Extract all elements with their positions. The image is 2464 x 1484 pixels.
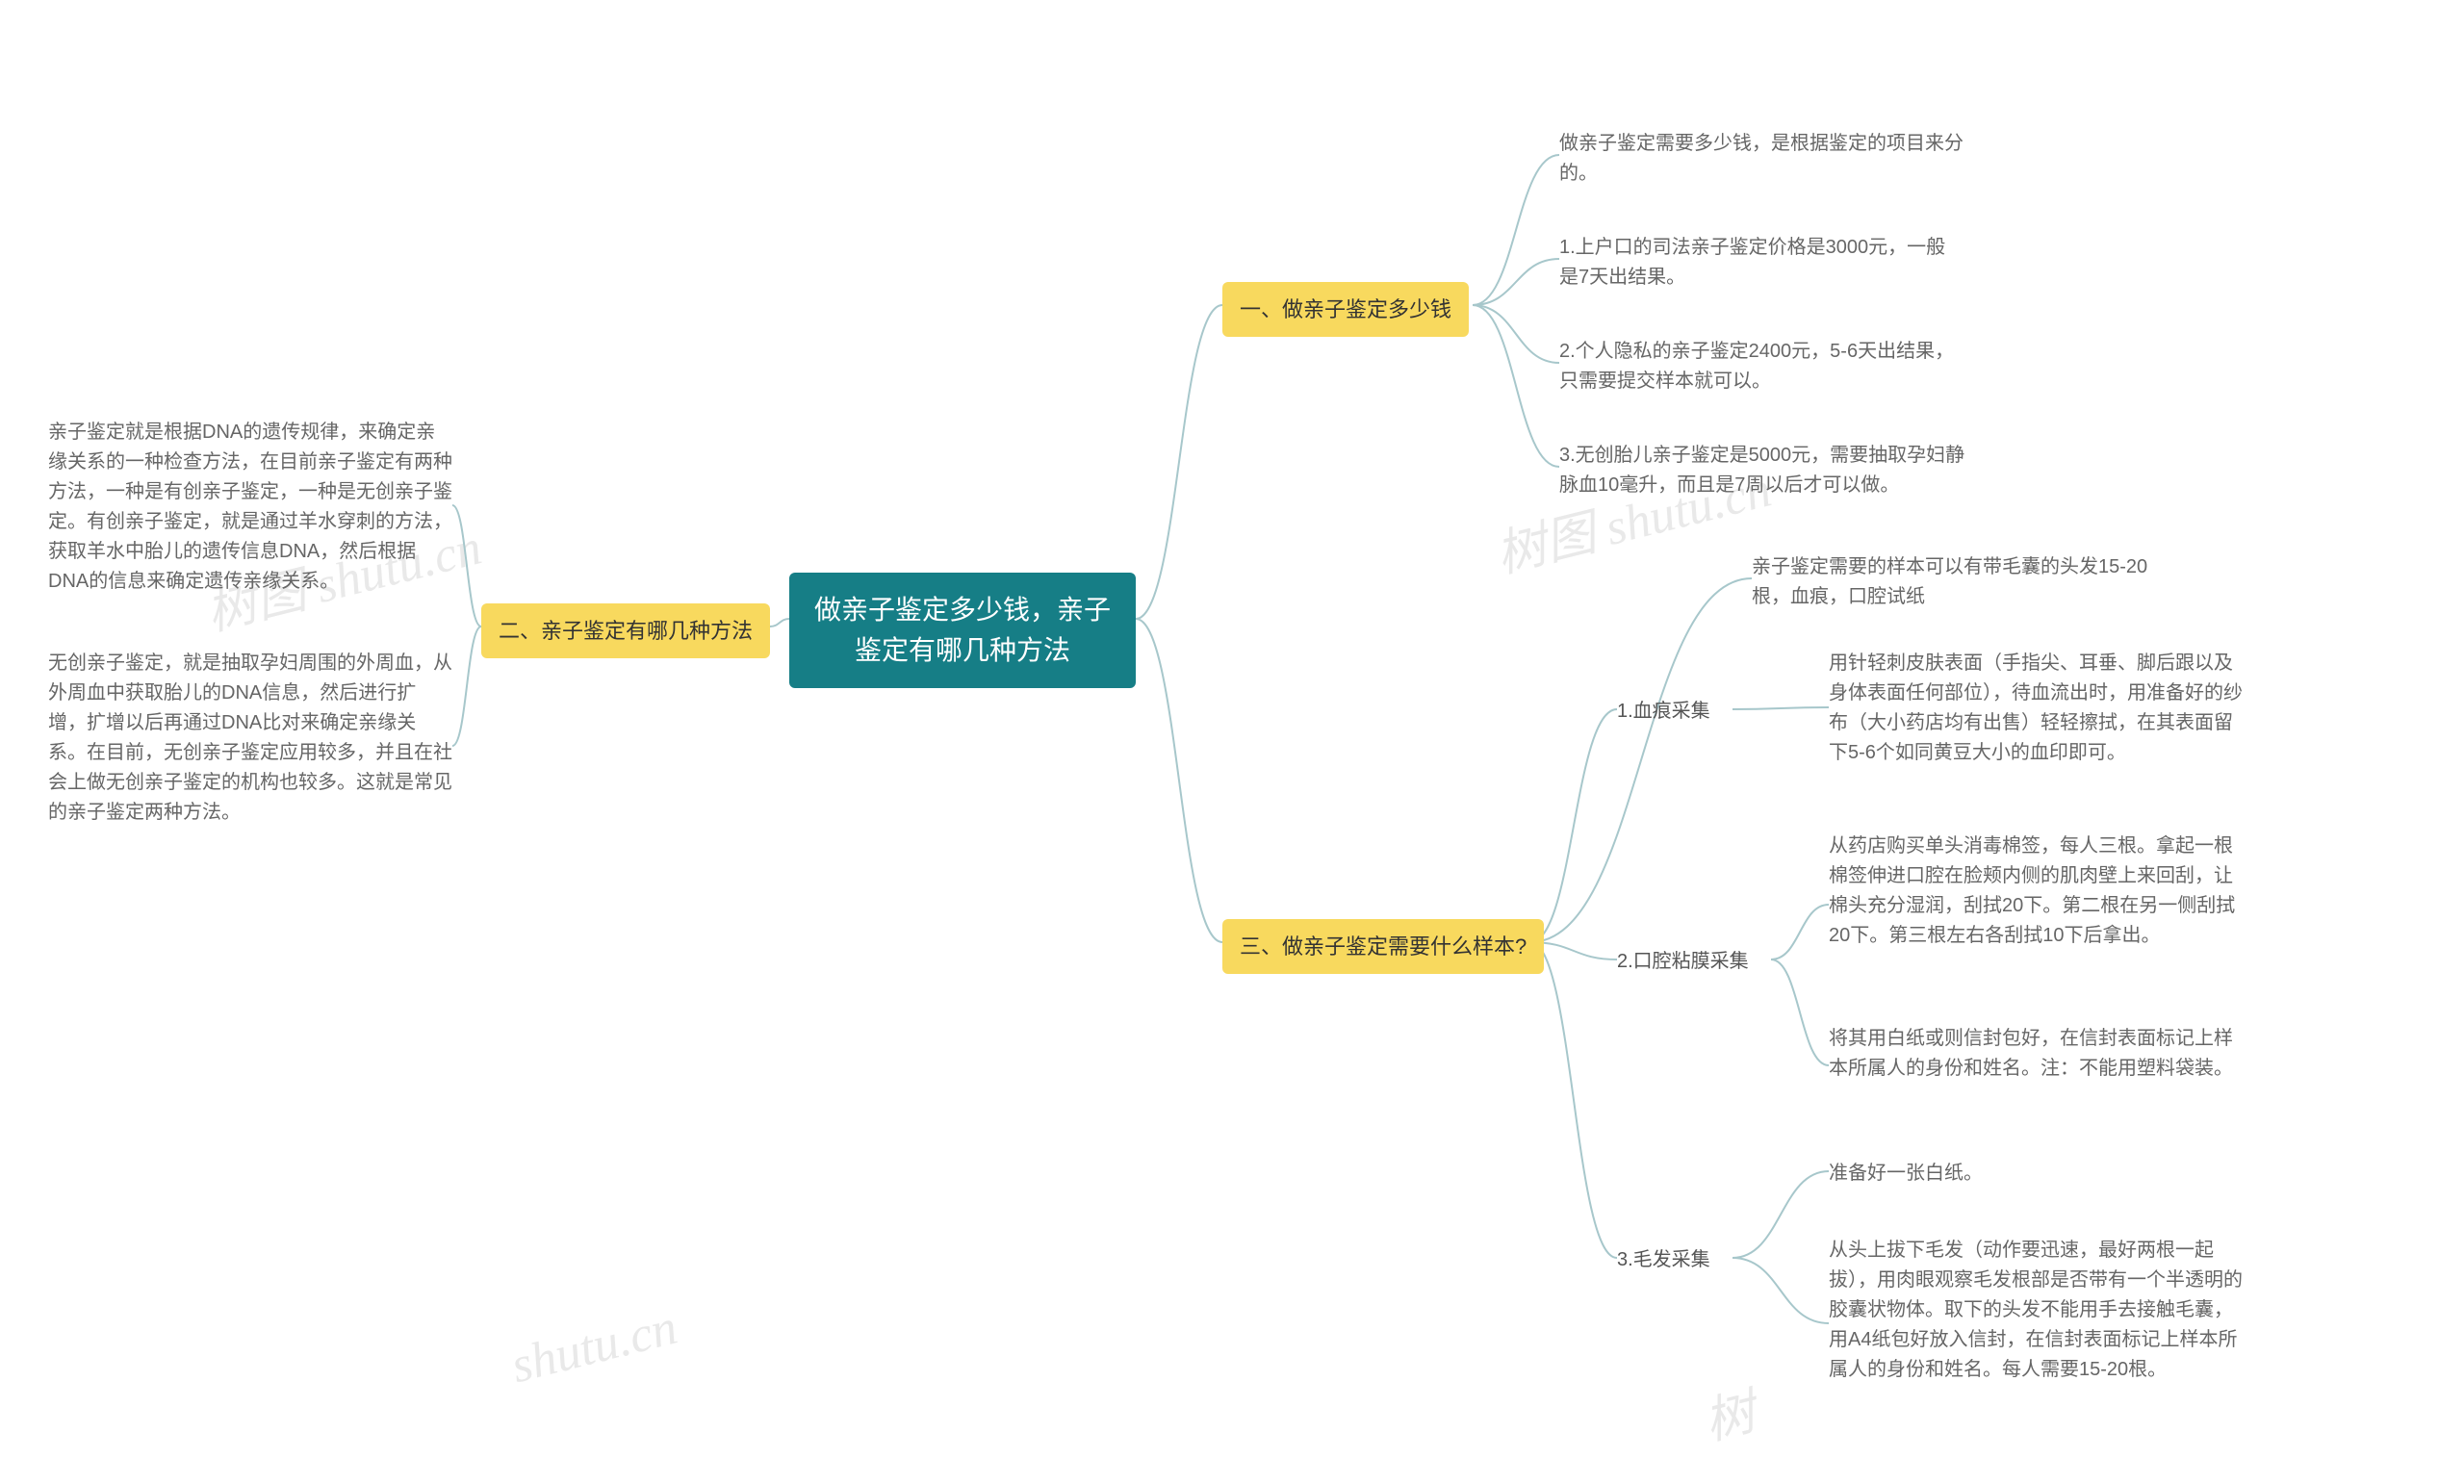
root-line2: 鉴定有哪几种方法 [812,630,1113,671]
root-line1: 做亲子鉴定多少钱，亲子 [812,590,1113,630]
root-node[interactable]: 做亲子鉴定多少钱，亲子 鉴定有哪几种方法 [789,573,1136,688]
leaf-node: 用针轻刺皮肤表面（手指尖、耳垂、脚后跟以及身体表面任何部位），待血流出时，用准备… [1829,645,2243,772]
leaf-node: 准备好一张白纸。 [1829,1155,2118,1192]
sub-node[interactable]: 1.血痕采集 [1617,693,1710,729]
leaf-node: 3.无创胎儿亲子鉴定是5000元，需要抽取孕妇静脉血10毫升，而且是7周以后才可… [1559,437,1973,504]
watermark: 树 [1696,1371,1762,1453]
leaf-node: 从头上拔下毛发（动作要迅速，最好两根一起拔），用肉眼观察毛发根部是否带有一个半透… [1829,1232,2243,1389]
leaf-node: 亲子鉴定就是根据DNA的遗传规律，来确定亲缘关系的一种检查方法，在目前亲子鉴定有… [48,414,452,601]
leaf-node: 从药店购买单头消毒棉签，每人三根。拿起一根棉签伸进口腔在脸颊内侧的肌肉壁上来回刮… [1829,828,2243,955]
leaf-node: 将其用白纸或则信封包好，在信封表面标记上样本所属人的身份和姓名。注：不能用塑料袋… [1829,1020,2243,1087]
branch-2[interactable]: 二、亲子鉴定有哪几种方法 [481,603,770,658]
leaf-node: 2.个人隐私的亲子鉴定2400元，5-6天出结果，只需要提交样本就可以。 [1559,333,1973,400]
leaf-node: 亲子鉴定需要的样本可以有带毛囊的头发15-20根，血痕，口腔试纸 [1752,549,2156,616]
branch-1[interactable]: 一、做亲子鉴定多少钱 [1222,282,1469,337]
branch-3[interactable]: 三、做亲子鉴定需要什么样本? [1222,919,1544,974]
leaf-node: 做亲子鉴定需要多少钱，是根据鉴定的项目来分的。 [1559,125,1964,192]
leaf-node: 无创亲子鉴定，就是抽取孕妇周围的外周血，从外周血中获取胎儿的DNA信息，然后进行… [48,645,452,832]
sub-node[interactable]: 2.口腔粘膜采集 [1617,943,1749,980]
sub-node[interactable]: 3.毛发采集 [1617,1241,1710,1278]
leaf-node: 1.上户口的司法亲子鉴定价格是3000元，一般是7天出结果。 [1559,229,1964,296]
watermark: shutu.cn [505,1299,682,1395]
mindmap-canvas: 树图 shutu.cn 树图 shutu.cn shutu.cn 树 [0,0,2464,1484]
